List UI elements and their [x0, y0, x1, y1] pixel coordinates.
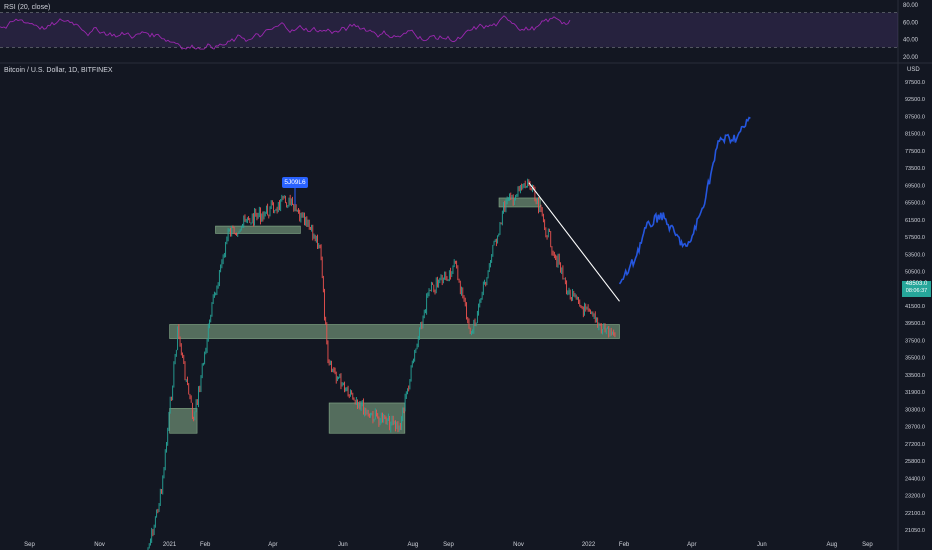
price-tick-label: 21050.0	[905, 528, 925, 534]
current-price-value: 48503.0	[905, 281, 928, 287]
price-tick-label: 39500.0	[905, 321, 925, 327]
x-tick-label: Feb	[619, 542, 630, 548]
support-resistance-zone	[215, 225, 301, 234]
price-candles	[147, 178, 616, 550]
rsi-line	[0, 15, 571, 50]
annotation-text: 5J09L6	[284, 179, 306, 186]
price-tick-label: 92500.0	[905, 97, 925, 103]
x-tick-label: Apr	[268, 542, 277, 548]
rsi-tick-label: 40.00	[903, 38, 919, 44]
rsi-panel	[0, 0, 898, 62]
projection-path	[618, 116, 751, 285]
price-tick-label: 35500.0	[905, 356, 925, 362]
price-tick-label: 65500.0	[905, 201, 925, 207]
price-tick-label: 87500.0	[905, 114, 925, 120]
annotation-badge[interactable]: 5J09L6	[282, 177, 308, 188]
x-tick-label: Sep	[443, 542, 454, 548]
price-tick-label: 30300.0	[905, 407, 925, 413]
price-tick-label: 25800.0	[905, 459, 925, 465]
x-tick-label: 2021	[163, 542, 177, 548]
x-tick-label: Jun	[338, 542, 348, 548]
x-tick-label: Aug	[408, 542, 419, 548]
x-tick-label: Jun	[757, 542, 767, 548]
rsi-band	[0, 12, 898, 48]
price-tick-label: 97500.0	[905, 80, 925, 86]
rsi-label: RSI (20, close)	[4, 4, 51, 11]
x-tick-label: Aug	[827, 542, 838, 548]
price-tick-label: 57500.0	[905, 235, 925, 241]
price-tick-label: 33500.0	[905, 373, 925, 379]
price-tick-label: 37500.0	[905, 338, 925, 344]
price-tick-label: 53500.0	[905, 252, 925, 258]
current-price-badge: 48503.0 08:06:37	[902, 281, 931, 297]
price-tick-label: 61500.0	[905, 218, 925, 224]
price-tick-label: 41500.0	[905, 304, 925, 310]
support-resistance-zone	[169, 324, 620, 339]
price-tick-label: 73500.0	[905, 166, 925, 172]
candle-countdown: 08:06:37	[905, 288, 928, 294]
price-tick-label: 27200.0	[905, 442, 925, 448]
rsi-tick-label: 20.00	[903, 55, 919, 61]
price-tick-label: 24400.0	[905, 476, 925, 482]
x-tick-label: Nov	[513, 542, 524, 548]
price-tick-label: 69500.0	[905, 183, 925, 189]
price-tick-label: 50500.0	[905, 270, 925, 276]
x-tick-label: Feb	[200, 542, 211, 548]
price-tick-label: 81500.0	[905, 132, 925, 138]
price-tick-label: 23200.0	[905, 494, 925, 500]
x-tick-label: Nov	[94, 542, 105, 548]
support-resistance-zone	[169, 408, 198, 434]
price-tick-label: 22100.0	[905, 511, 925, 517]
price-tick-label: 77500.0	[905, 149, 925, 155]
x-tick-label: Sep	[24, 542, 35, 548]
x-tick-label: Sep	[862, 542, 873, 548]
price-tick-label: 31900.0	[905, 390, 925, 396]
rsi-tick-label: 80.00	[903, 3, 919, 9]
x-tick-label: Apr	[687, 542, 696, 548]
rsi-tick-label: 60.00	[903, 20, 919, 26]
symbol-label: Bitcoin / U.S. Dollar, 1D, BITFINEX	[4, 67, 113, 74]
x-tick-label: 2022	[582, 542, 596, 548]
resistance-trendline	[528, 182, 620, 302]
price-tick-label: 28700.0	[905, 425, 925, 431]
currency-label[interactable]: USD	[907, 67, 920, 73]
support-resistance-zone	[498, 197, 541, 208]
